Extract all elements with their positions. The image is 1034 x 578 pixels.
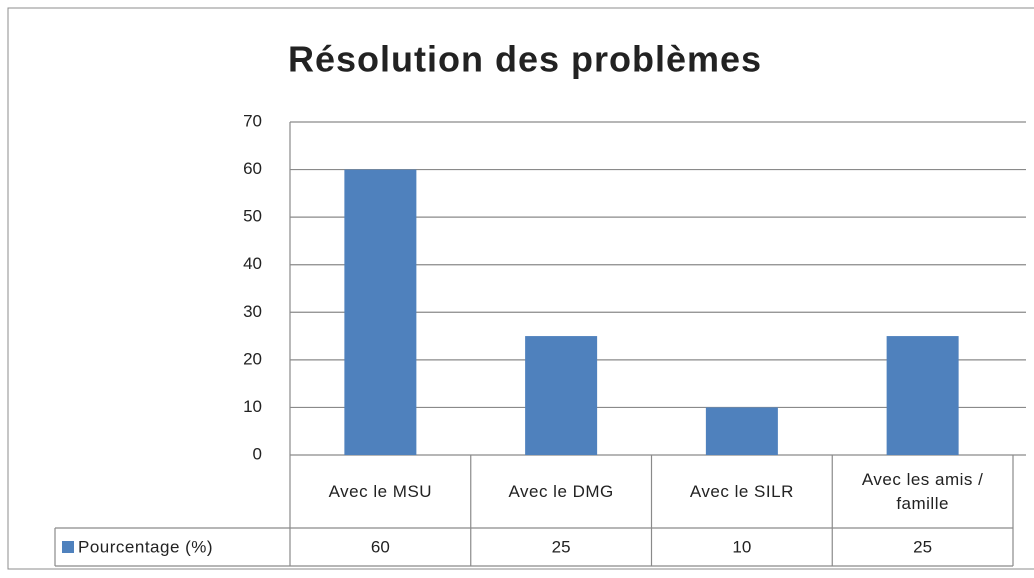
x-tick-label: Avec les amis / famille bbox=[861, 469, 984, 513]
y-tick-label: 10 bbox=[243, 397, 262, 416]
bar bbox=[886, 336, 959, 455]
table-value: 25 bbox=[913, 537, 932, 556]
y-tick-label: 30 bbox=[243, 302, 262, 321]
y-tick-label: 0 bbox=[253, 444, 262, 463]
y-tick-label: 70 bbox=[243, 111, 262, 130]
y-tick-label: 60 bbox=[243, 159, 262, 178]
x-tick-label: Avec le SILR bbox=[689, 481, 794, 501]
table-value: 10 bbox=[732, 537, 751, 556]
y-tick-label: 50 bbox=[243, 207, 262, 226]
bar bbox=[344, 169, 417, 456]
table-value: 60 bbox=[371, 537, 390, 556]
y-tick-label: 20 bbox=[243, 349, 262, 368]
chart-frame bbox=[7, 7, 1034, 570]
x-tick-label: Avec le MSU bbox=[328, 481, 433, 501]
table-value: 25 bbox=[552, 537, 571, 556]
x-tick-label: Avec le DMG bbox=[508, 481, 614, 501]
chart-title: Résolution des problèmes bbox=[288, 39, 762, 80]
y-tick-label: 40 bbox=[243, 254, 262, 273]
legend-swatch bbox=[62, 541, 74, 553]
legend-label: Pourcentage (%) bbox=[78, 537, 213, 556]
bar bbox=[705, 407, 778, 455]
bar bbox=[525, 336, 598, 455]
